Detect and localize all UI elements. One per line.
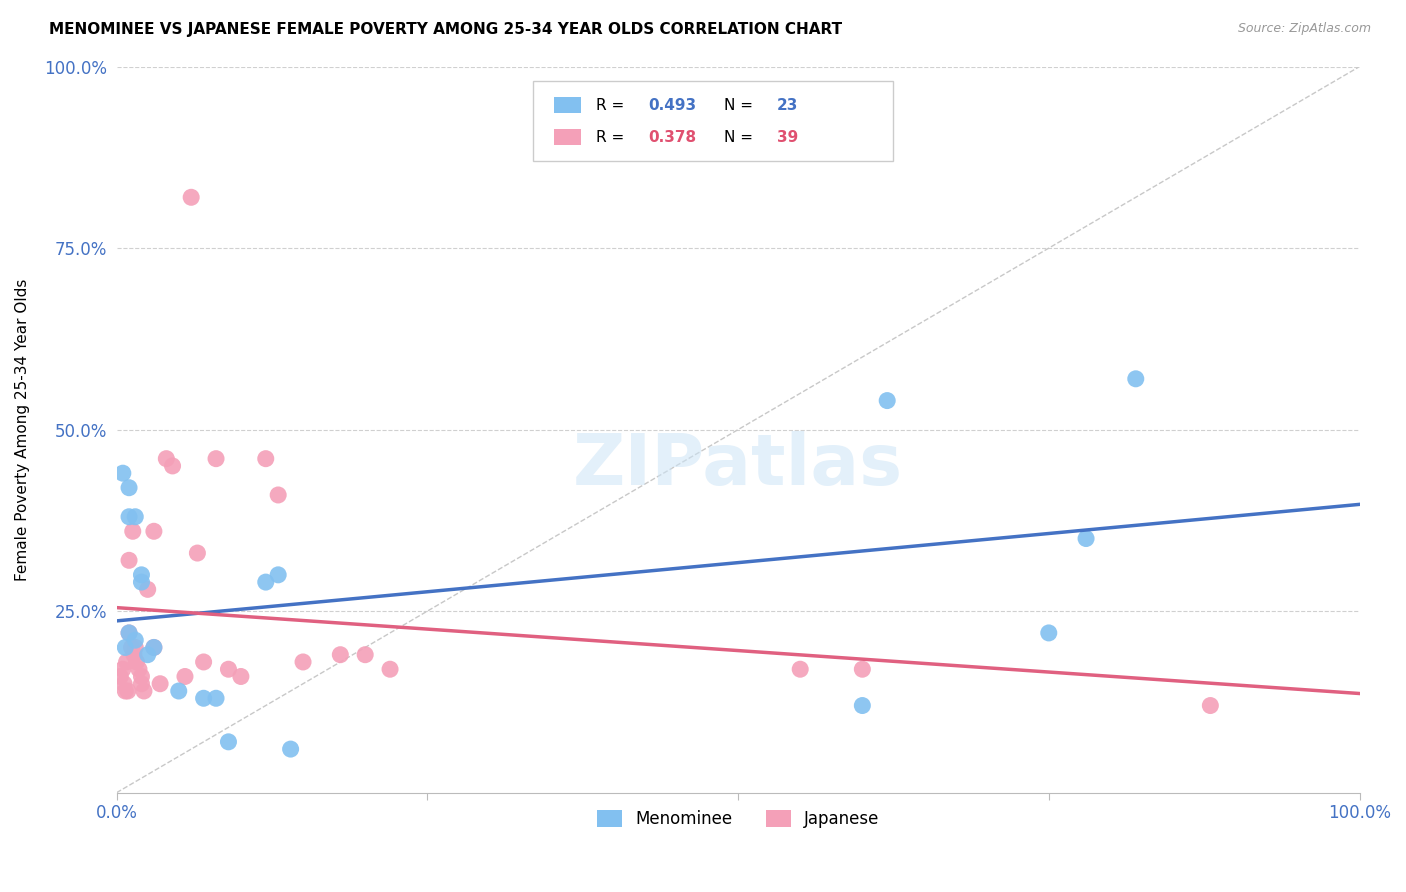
Text: 0.378: 0.378 [648, 129, 697, 145]
Point [174, 669, 197, 683]
Point [329, 648, 352, 662]
Point [128, 662, 150, 676]
FancyBboxPatch shape [533, 81, 893, 161]
Point [267, 567, 290, 582]
Point [205, 691, 228, 706]
Point [1038, 626, 1060, 640]
Point [121, 640, 143, 655]
Point [280, 742, 302, 756]
Point [111, 662, 134, 676]
Text: 23: 23 [776, 97, 799, 112]
Point [186, 546, 208, 560]
Point [354, 648, 377, 662]
Point [136, 648, 159, 662]
Point [1074, 532, 1097, 546]
Point [254, 451, 277, 466]
FancyBboxPatch shape [554, 129, 582, 145]
Point [149, 677, 172, 691]
Point [112, 677, 135, 691]
Point [124, 633, 146, 648]
Text: 39: 39 [776, 129, 797, 145]
FancyBboxPatch shape [554, 97, 582, 113]
Point [114, 684, 136, 698]
Point [193, 655, 215, 669]
Point [122, 648, 145, 662]
Text: MENOMINEE VS JAPANESE FEMALE POVERTY AMONG 25-34 YEAR OLDS CORRELATION CHART: MENOMINEE VS JAPANESE FEMALE POVERTY AMO… [49, 22, 842, 37]
Point [118, 509, 141, 524]
Y-axis label: Female Poverty Among 25-34 Year Olds: Female Poverty Among 25-34 Year Olds [15, 278, 30, 581]
Point [131, 677, 153, 691]
Point [121, 524, 143, 539]
Point [851, 662, 873, 676]
Point [142, 524, 165, 539]
Point [118, 626, 141, 640]
Point [125, 655, 148, 669]
Point [111, 466, 134, 480]
Point [180, 190, 202, 204]
Point [115, 655, 138, 669]
Point [229, 669, 252, 683]
Point [789, 662, 811, 676]
Text: 0.493: 0.493 [648, 97, 697, 112]
Point [205, 451, 228, 466]
Text: N =: N = [724, 129, 758, 145]
Point [142, 640, 165, 655]
Point [267, 488, 290, 502]
Point [1125, 372, 1147, 386]
Point [131, 567, 153, 582]
Point [124, 640, 146, 655]
Point [118, 481, 141, 495]
Point [118, 626, 141, 640]
Text: R =: R = [596, 129, 630, 145]
Text: N =: N = [724, 97, 758, 112]
Point [131, 669, 153, 683]
Point [132, 684, 155, 698]
Text: Source: ZipAtlas.com: Source: ZipAtlas.com [1237, 22, 1371, 36]
Point [292, 655, 315, 669]
Point [378, 662, 401, 676]
Point [851, 698, 873, 713]
Point [131, 575, 153, 590]
Point [1199, 698, 1222, 713]
Point [117, 684, 139, 698]
Point [876, 393, 898, 408]
Point [217, 735, 239, 749]
Point [110, 669, 132, 683]
Point [155, 451, 177, 466]
Point [114, 640, 136, 655]
Point [124, 509, 146, 524]
Point [167, 684, 190, 698]
Legend: Menominee, Japanese: Menominee, Japanese [591, 804, 886, 835]
Text: ZIPatlas: ZIPatlas [574, 432, 903, 500]
Point [136, 582, 159, 597]
Point [142, 640, 165, 655]
Point [193, 691, 215, 706]
Point [217, 662, 239, 676]
Point [162, 458, 184, 473]
Point [254, 575, 277, 590]
Point [118, 553, 141, 567]
Text: R =: R = [596, 97, 630, 112]
